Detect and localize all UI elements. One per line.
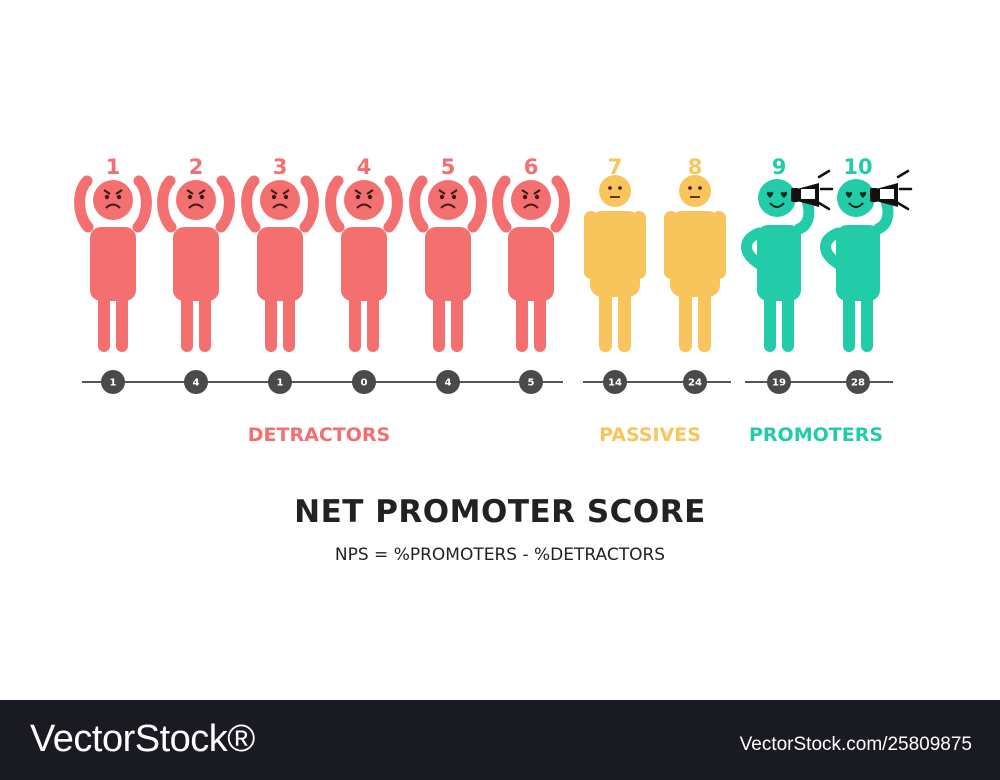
count-badge	[436, 370, 460, 394]
score-label: 3	[273, 155, 288, 179]
vectorstock-logo: VectorStock®	[30, 718, 255, 760]
angry-person-icon	[325, 175, 403, 352]
count-label: 24	[688, 378, 702, 389]
count-badge	[603, 370, 627, 394]
watermark-footer: VectorStock® VectorStock.com/25809875	[0, 700, 1000, 780]
score-label: 8	[688, 155, 703, 179]
score-label: 2	[189, 155, 204, 179]
count-label: 5	[528, 378, 535, 389]
count-badge	[767, 370, 791, 394]
neutral-person-icon	[664, 175, 726, 352]
angry-person-icon	[241, 175, 319, 352]
megaphone-person-icon	[820, 169, 913, 352]
group-label-promoter: PROMOTERS	[749, 424, 883, 446]
count-badge	[683, 370, 707, 394]
score-label: 4	[357, 155, 372, 179]
count-label: 4	[193, 378, 200, 389]
score-label: 10	[843, 155, 872, 179]
score-label: 9	[772, 155, 787, 179]
score-label: 1	[106, 155, 121, 179]
count-badge	[268, 370, 292, 394]
megaphone-icon	[870, 169, 913, 211]
score-label: 5	[441, 155, 456, 179]
nps-formula: NPS = %PROMOTERS - %DETRACTORS	[334, 545, 666, 565]
angry-person-icon	[157, 175, 235, 352]
megaphone-person-icon	[741, 169, 834, 352]
count-label: 4	[445, 378, 452, 389]
angry-person-icon	[492, 175, 570, 352]
megaphone-icon	[791, 169, 834, 211]
diagram-title: NET PROMOTER SCORE	[294, 494, 706, 530]
group-label-passive: PASSIVES	[599, 424, 701, 446]
neutral-person-icon	[584, 175, 646, 352]
count-label: 28	[851, 378, 865, 389]
count-badge	[519, 370, 543, 394]
count-badge	[846, 370, 870, 394]
count-label: 14	[608, 378, 622, 389]
count-label: 1	[277, 378, 284, 389]
image-url: VectorStock.com/25809875	[739, 734, 972, 755]
group-label-detractor: DETRACTORS	[248, 424, 390, 446]
count-badge	[184, 370, 208, 394]
count-label: 19	[772, 378, 786, 389]
count-label: 1	[110, 378, 117, 389]
score-label: 7	[608, 155, 623, 179]
count-badge	[352, 370, 376, 394]
angry-person-icon	[409, 175, 487, 352]
angry-person-icon	[74, 175, 152, 352]
count-label: 0	[361, 378, 368, 389]
count-badge	[101, 370, 125, 394]
score-label: 6	[524, 155, 539, 179]
